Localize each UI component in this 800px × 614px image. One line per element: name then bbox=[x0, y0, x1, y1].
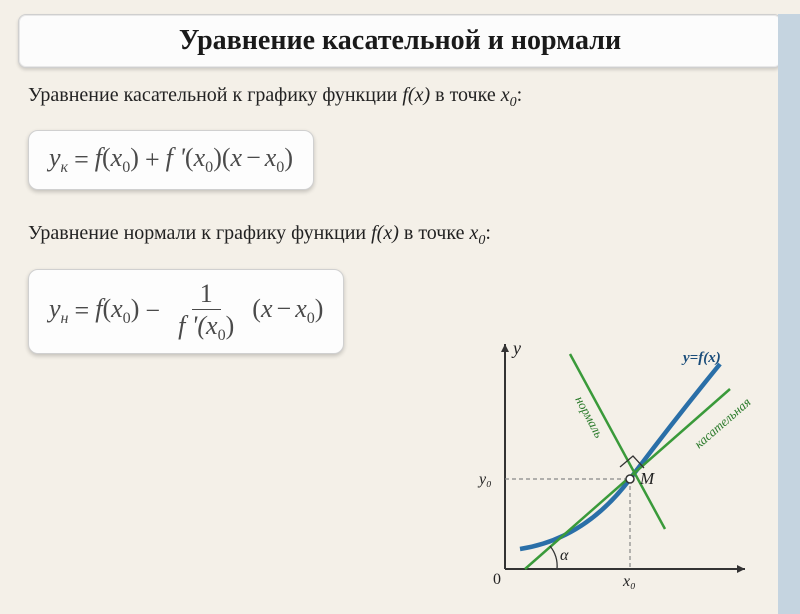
m-label: M bbox=[639, 469, 655, 488]
colon: : bbox=[485, 222, 491, 244]
colon: : bbox=[517, 84, 523, 106]
page-title: Уравнение касательной и нормали bbox=[37, 25, 763, 57]
fn-label: y=f(x) bbox=[681, 350, 721, 366]
alpha-arc bbox=[550, 546, 557, 569]
curve bbox=[520, 364, 720, 549]
y-arrow bbox=[501, 344, 509, 352]
tangent-formula: yк = f(x0) + f '(x0)(x−x0) bbox=[49, 143, 293, 177]
alpha-label: α bbox=[560, 547, 569, 564]
text: в точке bbox=[430, 84, 501, 106]
text: Уравнение касательной к графику функции bbox=[28, 84, 402, 106]
fx: f(x) bbox=[371, 222, 399, 244]
x: x bbox=[469, 222, 478, 244]
text: Уравнение нормали к графику функции bbox=[28, 222, 371, 244]
x0-label: x₀ bbox=[622, 573, 636, 590]
x-arrow bbox=[737, 565, 745, 573]
tangent-label: касательная bbox=[691, 394, 753, 451]
point-m bbox=[626, 475, 634, 483]
x: x bbox=[501, 84, 510, 106]
normal-formula-box: yн = f(x0) − 1 f '(x0) (x−x0) bbox=[28, 269, 344, 355]
normal-description: Уравнение нормали к графику функции f(x)… bbox=[28, 220, 772, 250]
tangent-formula-box: yк = f(x0) + f '(x0)(x−x0) bbox=[28, 130, 314, 190]
side-accent bbox=[778, 14, 800, 614]
tangent-description: Уравнение касательной к графику функции … bbox=[28, 82, 772, 112]
fx: f(x) bbox=[402, 84, 430, 106]
y-label: y bbox=[511, 338, 521, 358]
tangent-normal-diagram: y 0 y₀ x₀ M α y=f(x) касательная нормаль bbox=[465, 334, 755, 594]
origin-label: 0 bbox=[493, 571, 501, 588]
normal-line bbox=[570, 354, 665, 529]
y0-label: y₀ bbox=[477, 471, 492, 488]
text: в точке bbox=[399, 222, 470, 244]
normal-label: нормаль bbox=[572, 393, 606, 440]
title-box: Уравнение касательной и нормали bbox=[18, 14, 782, 68]
normal-formula: yн = f(x0) − 1 f '(x0) (x−x0) bbox=[49, 278, 323, 346]
